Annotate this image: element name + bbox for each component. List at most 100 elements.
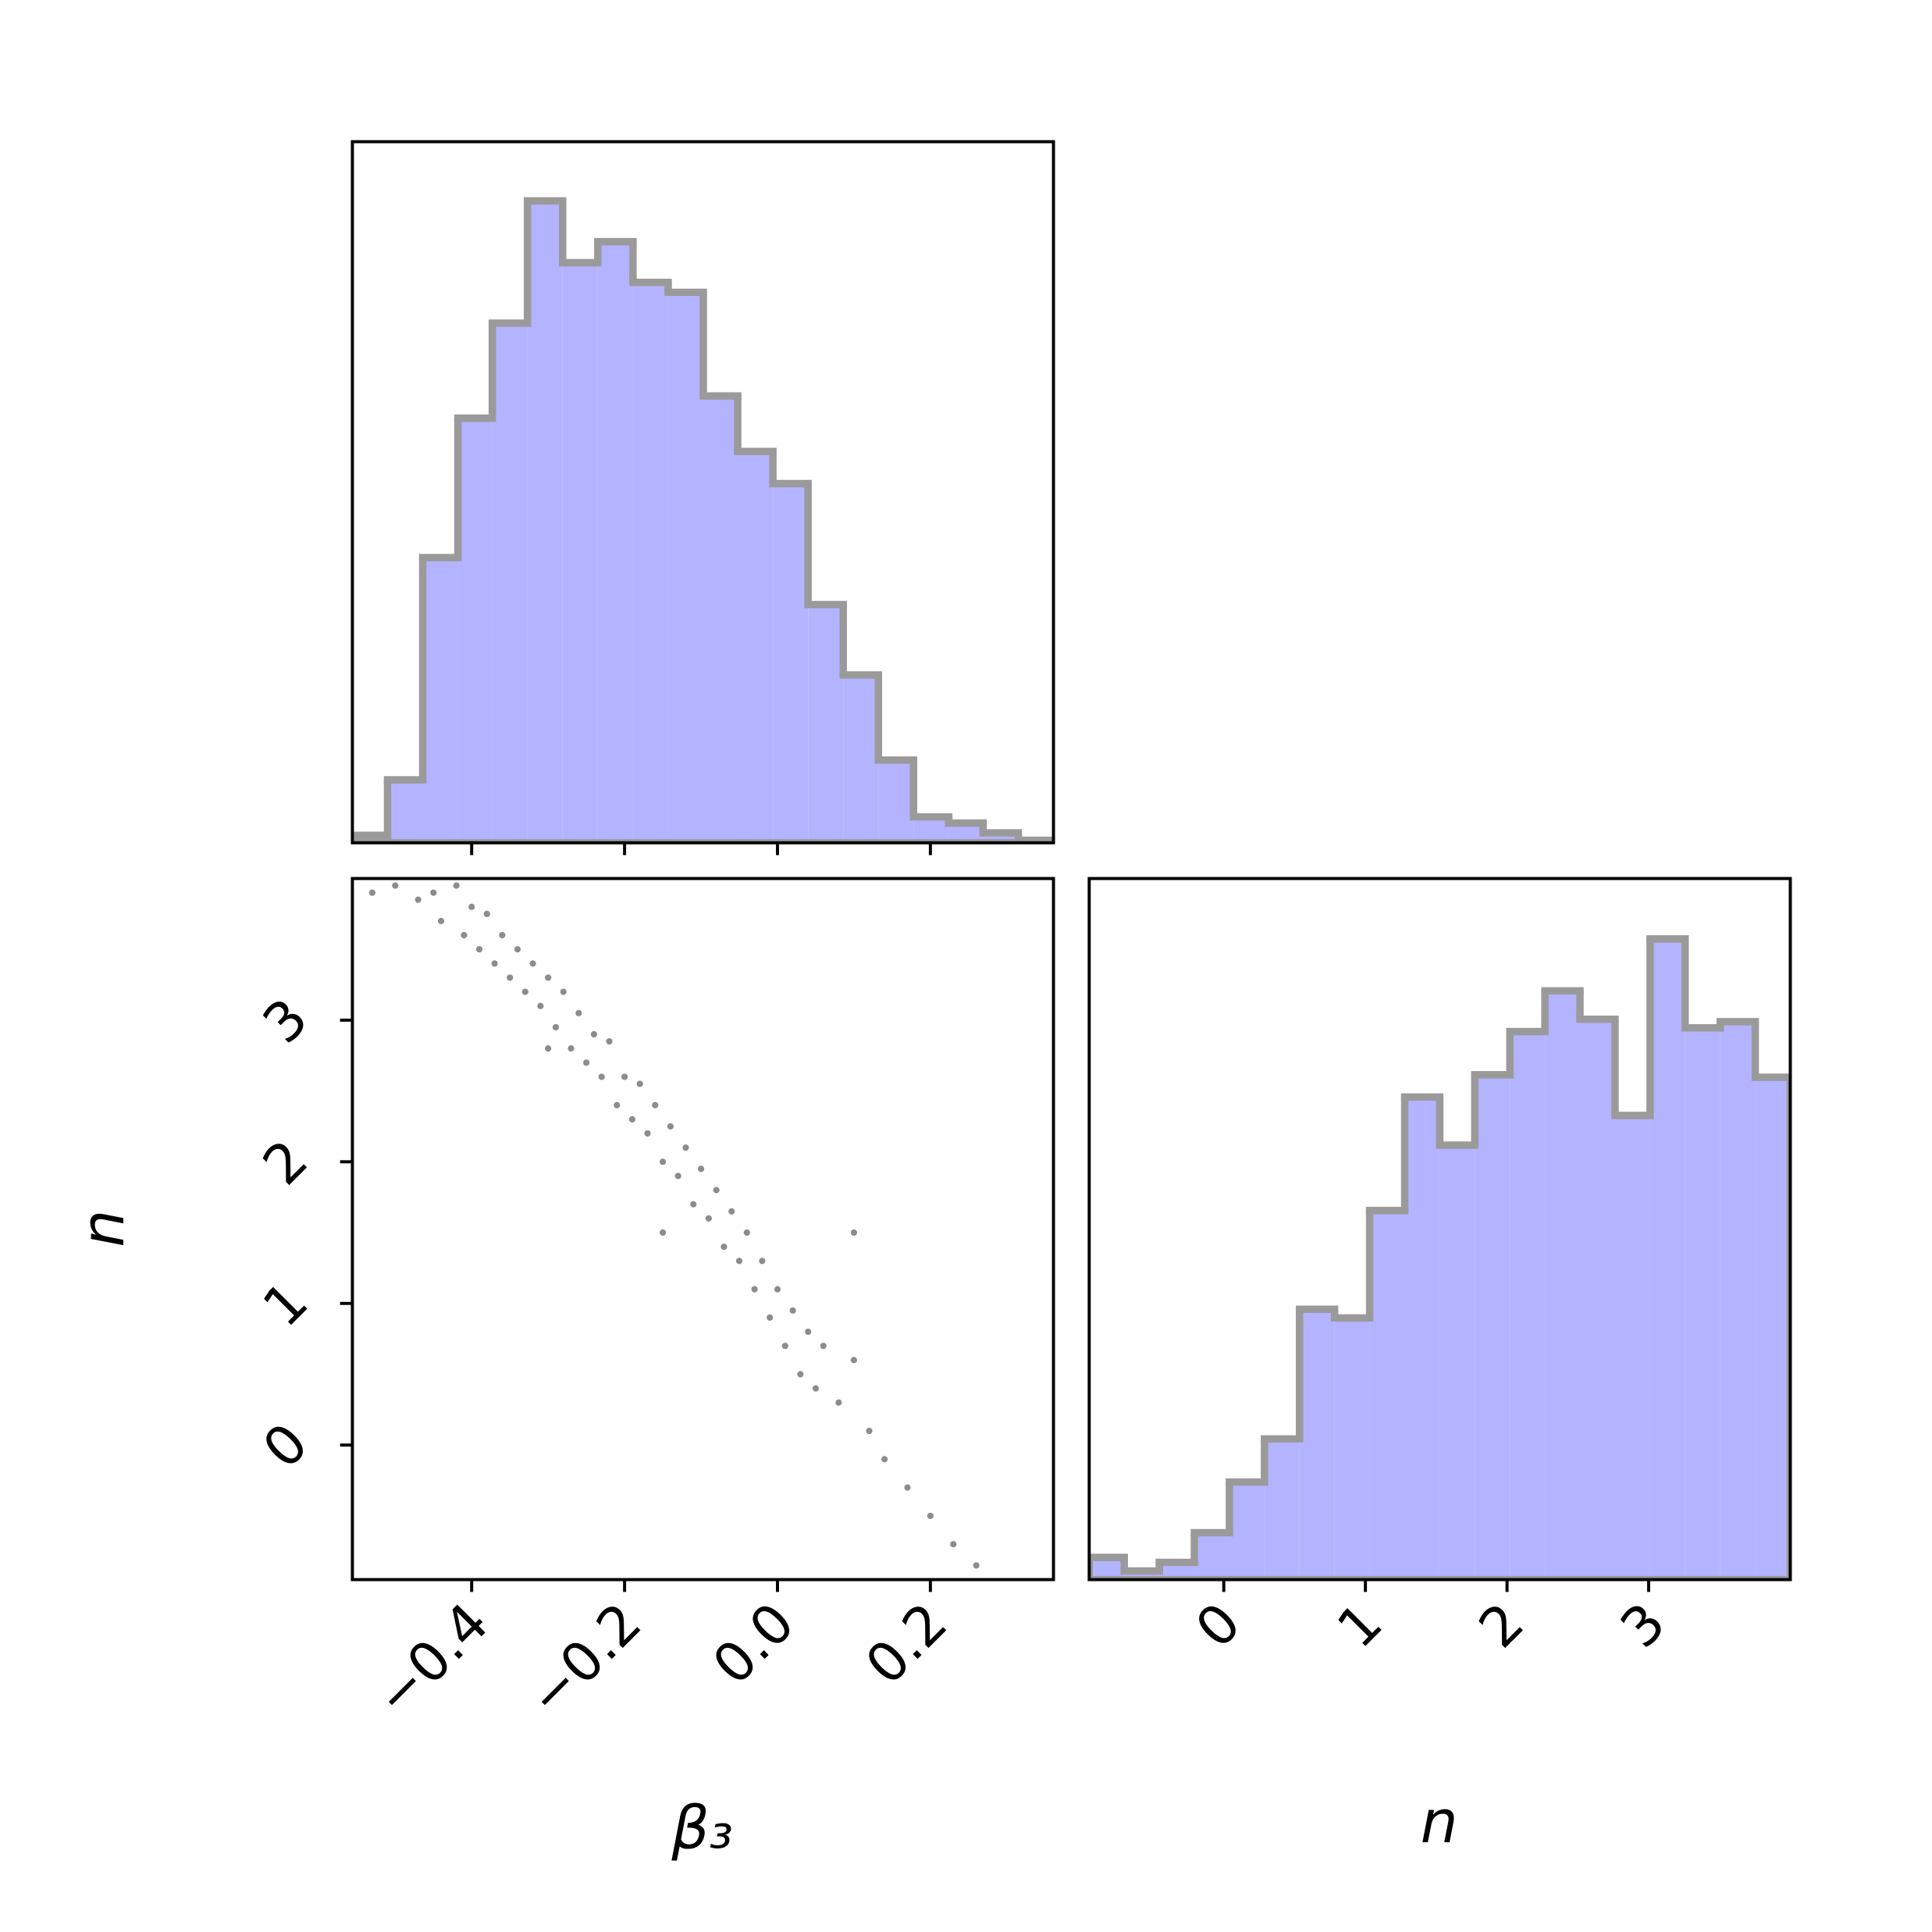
point — [583, 1059, 590, 1066]
bar — [1089, 1557, 1125, 1580]
y-tick-label: 1 — [251, 1270, 320, 1339]
point — [614, 1101, 621, 1108]
point — [575, 1009, 582, 1016]
point — [904, 1484, 911, 1491]
bar — [457, 418, 493, 843]
point — [636, 1080, 643, 1087]
x-tick-label: 1 — [1326, 1592, 1395, 1660]
bar — [527, 201, 563, 843]
point — [529, 960, 536, 967]
point — [491, 960, 498, 967]
y-tick-label: 3 — [251, 987, 320, 1056]
bar — [1404, 1097, 1440, 1580]
point — [881, 1456, 888, 1463]
point — [392, 882, 399, 889]
bar — [562, 262, 598, 843]
point — [743, 1229, 750, 1236]
frame — [350, 877, 1055, 1582]
bar — [1229, 1482, 1265, 1580]
plot-area — [368, 882, 980, 1569]
point — [667, 1123, 674, 1130]
x-tick-label: 0 — [1184, 1592, 1253, 1660]
point — [697, 1165, 705, 1172]
plot-area — [352, 197, 1054, 843]
point — [415, 896, 422, 903]
point — [652, 1101, 659, 1108]
bar — [1475, 1074, 1510, 1580]
point — [774, 1286, 781, 1293]
point — [545, 974, 552, 981]
point — [606, 1037, 613, 1045]
bar — [1334, 1318, 1370, 1580]
bar — [1264, 1439, 1300, 1580]
bar — [1720, 1021, 1756, 1580]
point — [507, 974, 514, 981]
bar — [808, 604, 844, 843]
point — [805, 1328, 812, 1336]
bar — [1369, 1210, 1405, 1580]
x-tick-label: 0.2 — [854, 1592, 959, 1697]
point — [674, 1172, 681, 1179]
point — [598, 1073, 605, 1080]
bar — [1545, 991, 1581, 1580]
point — [552, 1023, 560, 1031]
point — [461, 931, 468, 939]
bar — [387, 780, 423, 843]
point — [690, 1201, 697, 1208]
bar — [1124, 1571, 1160, 1580]
point — [437, 917, 445, 924]
bar — [1159, 1562, 1195, 1580]
bar — [1194, 1532, 1229, 1580]
point — [659, 1158, 667, 1165]
x-tick-label: −0.2 — [517, 1592, 654, 1729]
point — [453, 882, 460, 889]
bar — [422, 557, 458, 843]
bar — [1685, 1027, 1720, 1580]
bar — [703, 396, 738, 843]
x-tick-label: 0.0 — [702, 1592, 807, 1697]
point — [468, 903, 475, 910]
bar — [913, 817, 949, 843]
x-tick-label: 2 — [1468, 1592, 1536, 1660]
point — [568, 1045, 575, 1052]
point — [659, 1229, 667, 1236]
x-axis-label: n — [1421, 1788, 1458, 1856]
point — [621, 1073, 628, 1080]
bar — [1299, 1309, 1335, 1580]
y-tick-label: 2 — [251, 1129, 320, 1197]
bar — [1755, 1077, 1791, 1580]
point — [781, 1343, 788, 1350]
bar — [597, 241, 633, 843]
point — [735, 1258, 743, 1265]
point — [521, 988, 528, 995]
bar — [843, 674, 879, 843]
point — [628, 1115, 636, 1123]
point — [835, 1399, 842, 1406]
bar — [632, 282, 668, 843]
x-tick-label: 3 — [1609, 1592, 1678, 1660]
x-tick-label: −0.4 — [364, 1592, 501, 1729]
y-tick-label: 0 — [251, 1412, 320, 1481]
bar — [878, 760, 914, 843]
y-axis-label: n — [69, 1210, 137, 1247]
point — [850, 1229, 858, 1236]
point — [720, 1244, 728, 1251]
point — [759, 1258, 766, 1265]
frame — [350, 140, 1055, 845]
plot-area — [1089, 935, 1791, 1580]
x-axis-label: β₃ — [671, 1794, 733, 1863]
point — [973, 1562, 980, 1569]
bar — [773, 483, 809, 843]
point — [767, 1314, 774, 1322]
bar — [1510, 1031, 1546, 1580]
bar — [492, 322, 528, 843]
point — [812, 1385, 820, 1392]
point — [537, 1002, 544, 1009]
point — [430, 889, 437, 896]
frame — [1087, 877, 1792, 1582]
point — [560, 988, 567, 995]
bar — [352, 835, 388, 843]
point — [713, 1187, 720, 1194]
point — [475, 946, 483, 953]
